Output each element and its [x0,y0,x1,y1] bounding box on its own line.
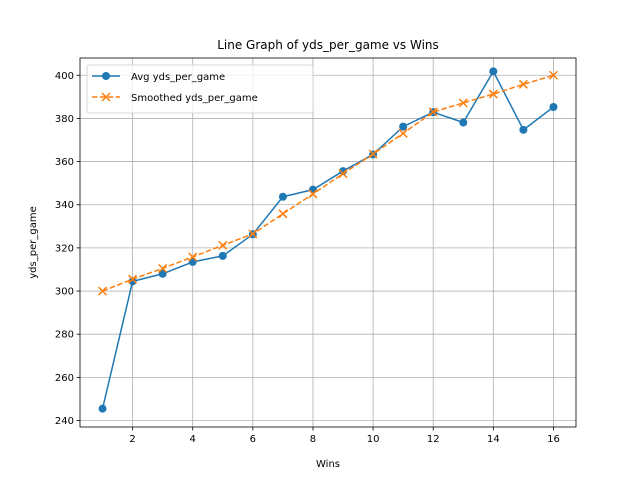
y-tick-label: 240 [55,416,74,427]
data-point [158,269,167,278]
data-point [218,240,228,250]
legend: Avg yds_per_game Smoothed yds_per_game [86,64,314,114]
data-point [489,67,498,76]
data-point [308,189,318,199]
y-tick-label: 360 [55,157,74,168]
legend-label-smoothed: Smoothed yds_per_game [131,93,258,104]
data-point [519,125,528,134]
x-tick-label: 2 [129,434,135,445]
series-smoothed [98,70,558,296]
data-point [98,286,108,296]
grid-lines [80,58,576,427]
data-point [428,107,438,117]
y-tick-label: 320 [55,243,74,254]
x-tick-label: 10 [367,434,380,445]
plot-frame [79,57,577,428]
series-line [102,74,554,292]
data-point [158,263,168,273]
data-point [308,185,317,194]
data-point [248,229,258,239]
y-tick-label: 300 [55,287,74,298]
y-tick-label: 260 [55,373,74,384]
data-point [338,169,348,179]
y-tick-label: 280 [55,330,74,341]
y-axis-label: yds_per_game [28,206,39,278]
x-tick-label: 14 [487,434,500,445]
data-point [128,274,138,284]
legend-box [86,64,314,114]
legend-marker-avg [102,72,110,80]
data-point [368,149,378,159]
legend-marker-smoothed [101,92,111,102]
data-point [218,251,227,260]
data-point [459,118,468,127]
series-layer [98,67,558,413]
x-tick-label: 16 [547,434,560,445]
data-point [458,98,468,108]
series-avg [98,67,558,413]
data-point [98,404,107,413]
y-tick-label: 400 [55,71,74,82]
axis-ticks: 2 4 6 8 10 12 14 16 240 260 280 300 320 340 360 380 400 [55,71,560,445]
legend-label-avg: Avg yds_per_game [131,72,225,83]
data-point [548,70,558,80]
data-point [128,277,137,286]
data-point [518,79,528,89]
data-point [398,128,408,138]
data-point [188,252,198,262]
x-tick-label: 6 [250,434,256,445]
x-tick-label: 8 [310,434,316,445]
x-axis-label: Wins [316,459,340,470]
data-point [278,209,288,219]
series-line [101,70,554,409]
data-point [549,102,558,111]
y-tick-label: 380 [55,114,74,125]
x-tick-label: 12 [427,434,440,445]
y-tick-label: 340 [55,200,74,211]
data-point [488,89,498,99]
chart-title: Line Graph of yds_per_game vs Wins [217,38,439,52]
x-tick-label: 4 [190,434,196,445]
data-point [399,122,408,131]
data-point [278,192,287,201]
